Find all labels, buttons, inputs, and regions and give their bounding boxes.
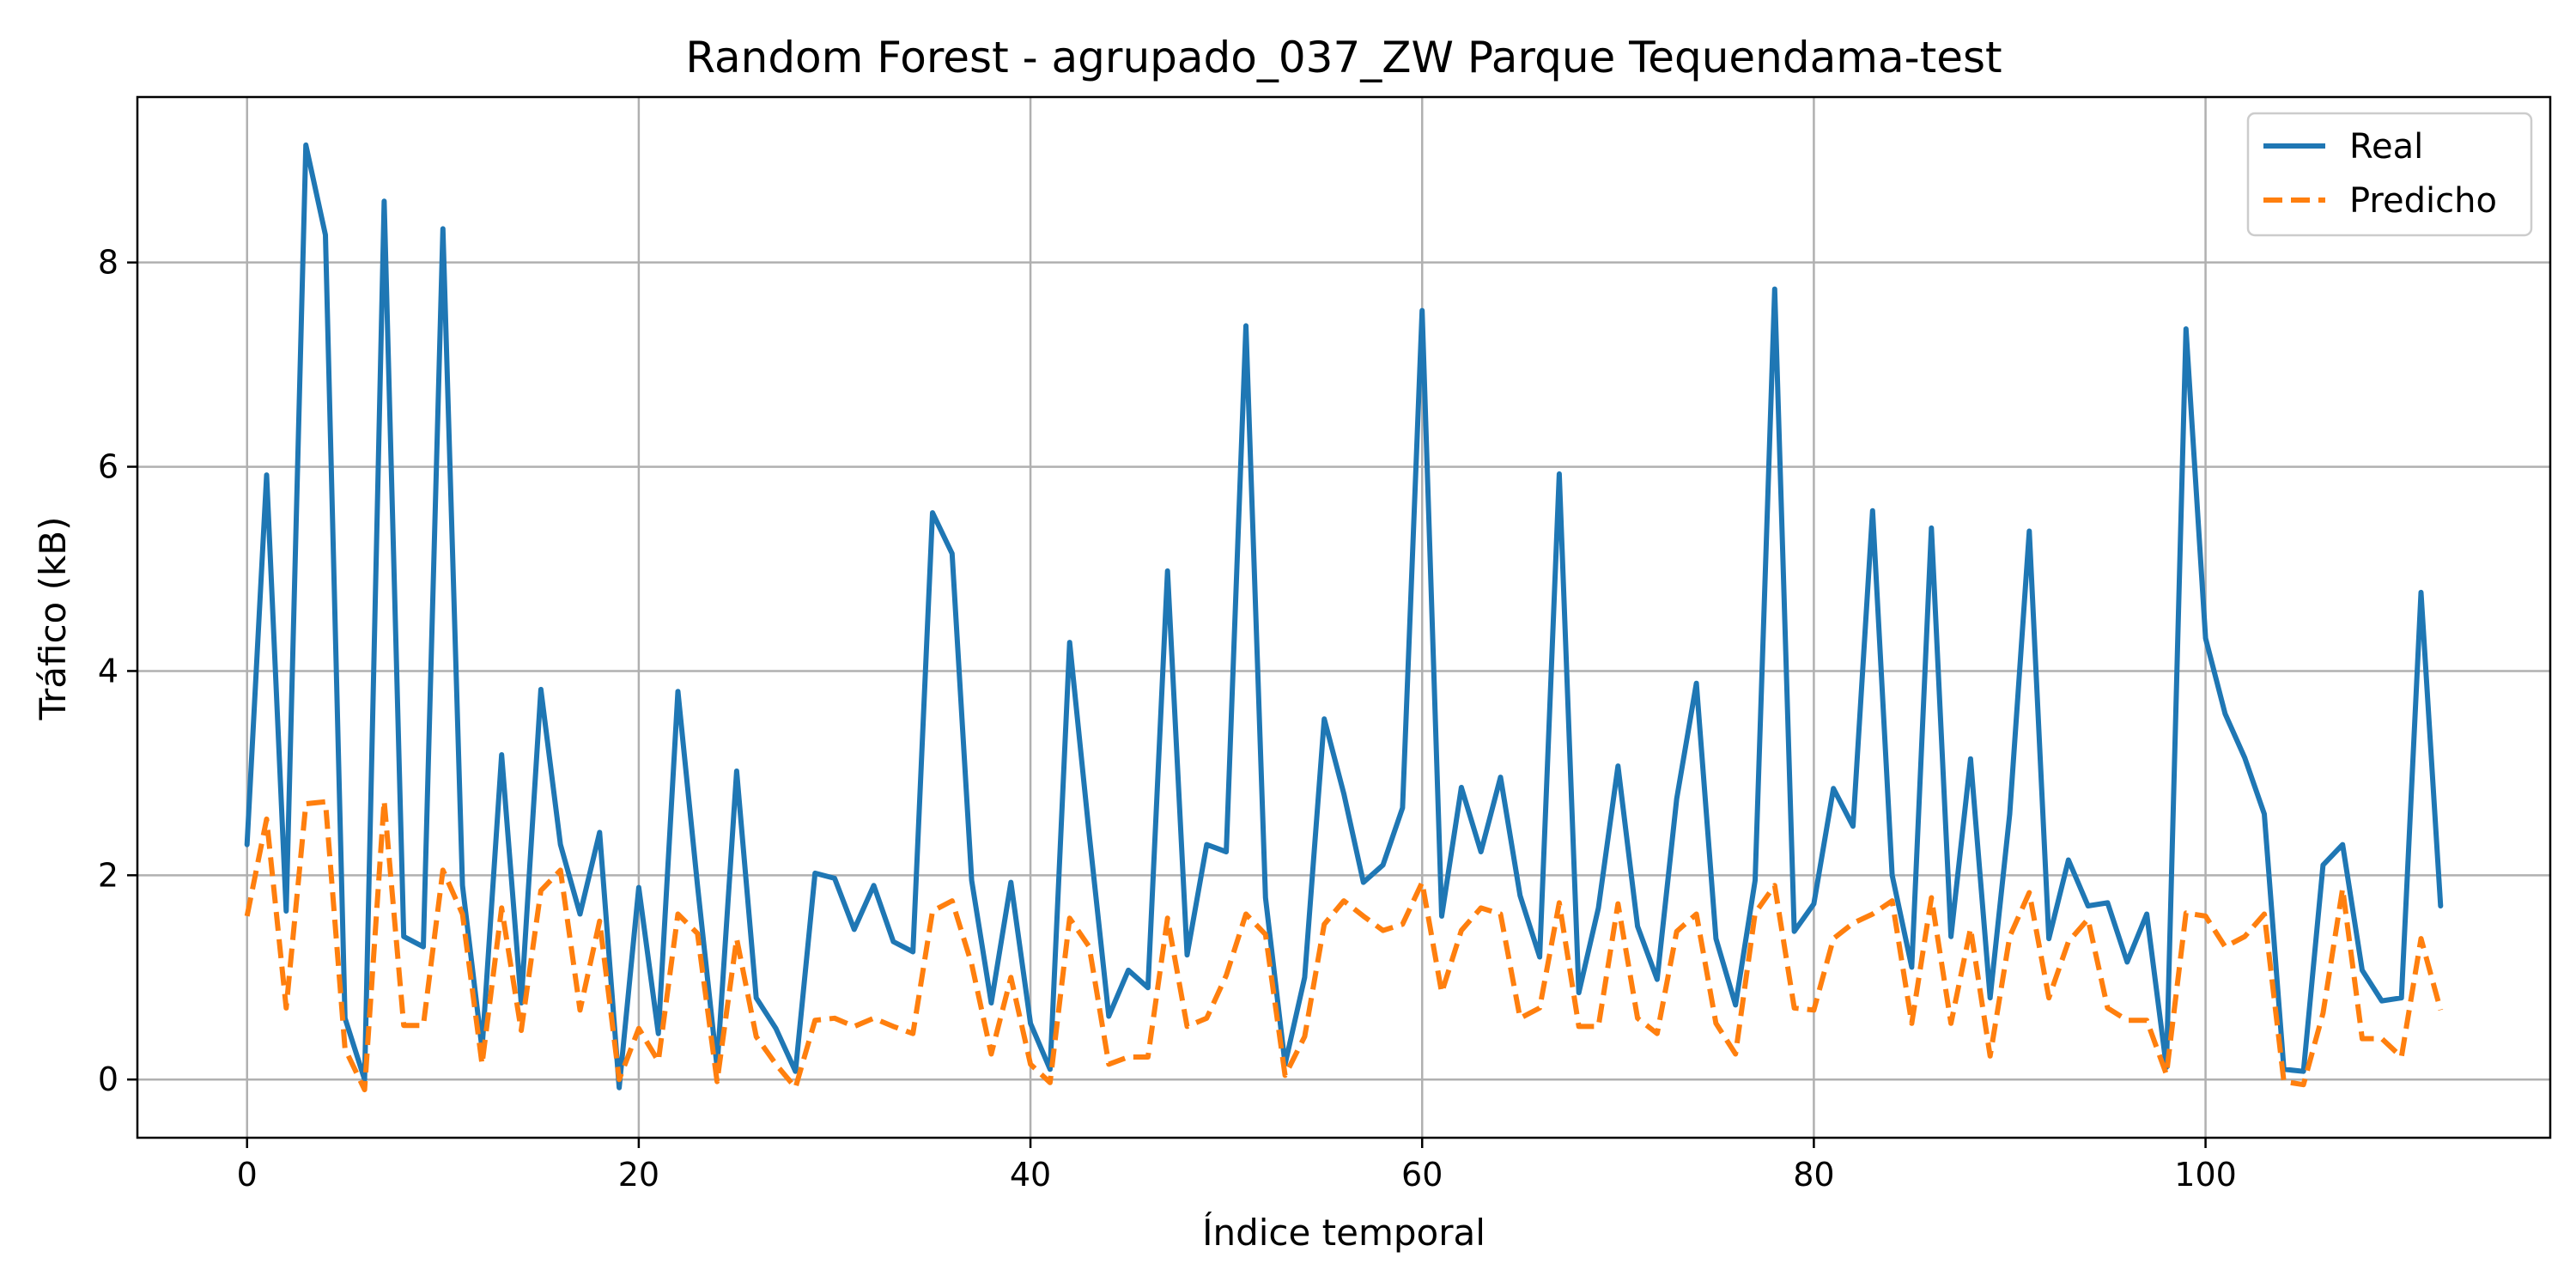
y-axis-label: Tráfico (kB) (32, 517, 74, 721)
series-line-real (244, 142, 2444, 1091)
x-tick-label: 60 (1401, 1156, 1443, 1194)
x-axis-label: Índice temporal (1202, 1211, 1485, 1254)
y-tick-label: 4 (98, 652, 118, 690)
series-layer (244, 142, 2444, 1093)
legend-label-predicho: Predicho (2349, 181, 2497, 221)
axis-ticks: 0 20 40 60 80 100 0 2 4 6 8 (98, 244, 2237, 1194)
x-tick-label: 40 (1010, 1156, 1051, 1194)
y-tick-label: 8 (98, 244, 118, 282)
legend-label-real: Real (2349, 127, 2423, 167)
series-line-predicho (244, 798, 2444, 1093)
y-tick-label: 0 (98, 1060, 118, 1098)
legend: Real Predicho (2246, 112, 2533, 237)
y-tick-label: 2 (98, 856, 118, 894)
x-tick-label: 0 (237, 1156, 258, 1194)
chart-title: Random Forest - agrupado_037_ZW Parque T… (685, 33, 2002, 82)
plot-frame (136, 95, 2552, 1139)
y-tick-label: 6 (98, 448, 118, 486)
x-tick-label: 20 (618, 1156, 659, 1194)
x-tick-label: 100 (2174, 1156, 2237, 1194)
x-tick-label: 80 (1793, 1156, 1834, 1194)
